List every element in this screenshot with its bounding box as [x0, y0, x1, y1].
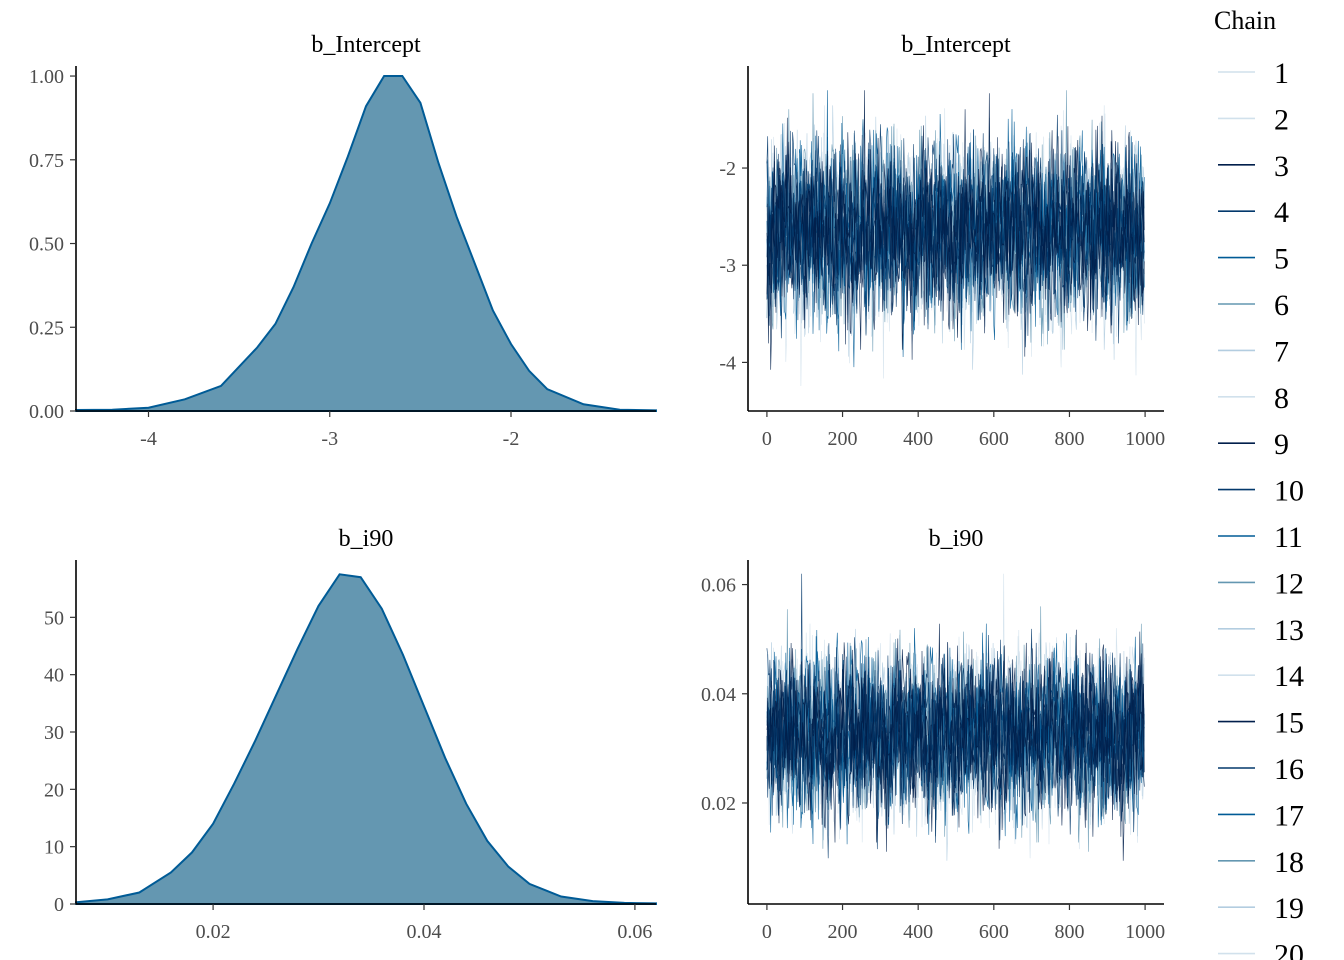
- legend-item-chain-20: 20: [1218, 939, 1304, 960]
- legend-item-chain-14: 14: [1218, 660, 1304, 693]
- legend-item-chain-4: 4: [1218, 196, 1289, 229]
- legend-label: 19: [1274, 892, 1304, 925]
- legend-label: 13: [1274, 614, 1304, 647]
- legend-item-chain-9: 9: [1218, 428, 1289, 461]
- y-tick-label: 0.00: [29, 401, 64, 423]
- legend-label: 17: [1274, 799, 1304, 832]
- y-tick-label: 10: [44, 837, 64, 859]
- y-tick-label: 50: [44, 607, 64, 629]
- legend-label: 14: [1274, 660, 1304, 693]
- legend-item-chain-17: 17: [1218, 799, 1304, 832]
- legend-item-chain-10: 10: [1218, 475, 1304, 508]
- legend-label: 15: [1274, 707, 1304, 740]
- legend-label: 4: [1274, 196, 1289, 229]
- y-tick-label: 20: [44, 779, 64, 801]
- y-tick-label: 0.50: [29, 234, 64, 256]
- legend-item-chain-2: 2: [1218, 103, 1289, 136]
- legend-item-chain-16: 16: [1218, 753, 1304, 786]
- chain-9-trace: [766, 629, 1145, 849]
- legend-item-chain-12: 12: [1218, 567, 1304, 600]
- x-tick-label: 600: [979, 428, 1009, 450]
- x-tick-label: 0.02: [196, 921, 231, 943]
- legend-label: 11: [1274, 521, 1303, 554]
- legend-item-chain-5: 5: [1218, 243, 1289, 276]
- y-tick-label: 40: [44, 665, 64, 687]
- chain-3-trace: [766, 642, 1145, 861]
- legend-label: 2: [1274, 103, 1289, 136]
- legend-label: 8: [1274, 382, 1289, 415]
- x-tick-label: 800: [1054, 428, 1084, 450]
- legend-item-chain-7: 7: [1218, 335, 1289, 368]
- x-tick-label: 1000: [1125, 921, 1165, 943]
- density-area: [75, 75, 657, 412]
- legend-label: 6: [1274, 289, 1289, 322]
- panel-1: b_Intercept -4 -3 -2 0.00 0.25 0.50 0.75 1.00: [29, 32, 657, 450]
- x-tick-label: 200: [828, 921, 858, 943]
- legend-label: 12: [1274, 567, 1304, 600]
- x-tick-label: 0.04: [407, 921, 442, 943]
- panel-title: b_Intercept: [311, 32, 421, 58]
- x-tick-label: 0: [762, 921, 772, 943]
- panel-4: b_i90 0 200 400 600 800 1000 0.02 0.04 0.06: [701, 526, 1165, 943]
- legend-item-chain-11: 11: [1218, 521, 1303, 554]
- legend-label: 10: [1274, 475, 1304, 508]
- legend-item-chain-13: 13: [1218, 614, 1304, 647]
- x-tick-label: 0.06: [617, 921, 652, 943]
- y-tick-label: 0.25: [29, 317, 64, 339]
- y-tick-label: 30: [44, 722, 64, 744]
- x-tick-label: -2: [503, 428, 520, 450]
- y-tick-label: 0.75: [29, 150, 64, 172]
- density-area: [75, 573, 657, 905]
- panel-2: b_Intercept 0 200 400 600 800 1000 -4 -3 -2: [719, 32, 1165, 450]
- x-tick-label: 200: [828, 428, 858, 450]
- legend-label: 16: [1274, 753, 1304, 786]
- legend-item-chain-15: 15: [1218, 707, 1304, 740]
- panel-title: b_i90: [339, 526, 394, 552]
- trace-lines: [766, 573, 1145, 861]
- y-tick-label: -4: [719, 352, 736, 374]
- chain-9-trace: [766, 109, 1145, 360]
- y-tick-label: 0.02: [701, 793, 736, 815]
- y-tick-label: -3: [719, 255, 736, 277]
- y-tick-label: 0.06: [701, 575, 736, 597]
- trace-lines: [766, 90, 1145, 387]
- y-tick-label: 0.04: [701, 684, 736, 706]
- y-tick-label: -2: [719, 158, 736, 180]
- chain-15-trace: [766, 90, 1145, 345]
- x-tick-label: 400: [903, 921, 933, 943]
- legend-label: 1: [1274, 57, 1289, 90]
- legend-label: 18: [1274, 846, 1304, 879]
- legend-item-chain-8: 8: [1218, 382, 1289, 415]
- legend-item-chain-19: 19: [1218, 892, 1304, 925]
- legend-item-chain-18: 18: [1218, 846, 1304, 879]
- legend-item-chain-3: 3: [1218, 150, 1289, 183]
- legend-label: 3: [1274, 150, 1289, 183]
- legend-item-chain-6: 6: [1218, 289, 1289, 322]
- x-tick-label: 1000: [1125, 428, 1165, 450]
- panel-title: b_Intercept: [901, 32, 1011, 58]
- x-tick-label: -4: [140, 428, 157, 450]
- legend-title: Chain: [1214, 6, 1276, 35]
- chain-15-trace: [766, 623, 1145, 852]
- legend-label: 9: [1274, 428, 1289, 461]
- x-tick-label: 0: [762, 428, 772, 450]
- x-tick-label: 400: [903, 428, 933, 450]
- y-tick-label: 1.00: [29, 66, 64, 88]
- panel-3: b_i90 0.02 0.04 0.06 0 10 20 30 40 50: [44, 526, 657, 943]
- x-tick-label: 600: [979, 921, 1009, 943]
- x-tick-label: -3: [321, 428, 338, 450]
- legend-label: 7: [1274, 335, 1289, 368]
- panel-title: b_i90: [929, 526, 984, 552]
- legend-label: 20: [1274, 939, 1304, 960]
- y-tick-label: 0: [54, 894, 64, 916]
- legend-item-chain-1: 1: [1218, 57, 1289, 90]
- x-tick-label: 800: [1054, 921, 1084, 943]
- legend-label: 5: [1274, 243, 1289, 276]
